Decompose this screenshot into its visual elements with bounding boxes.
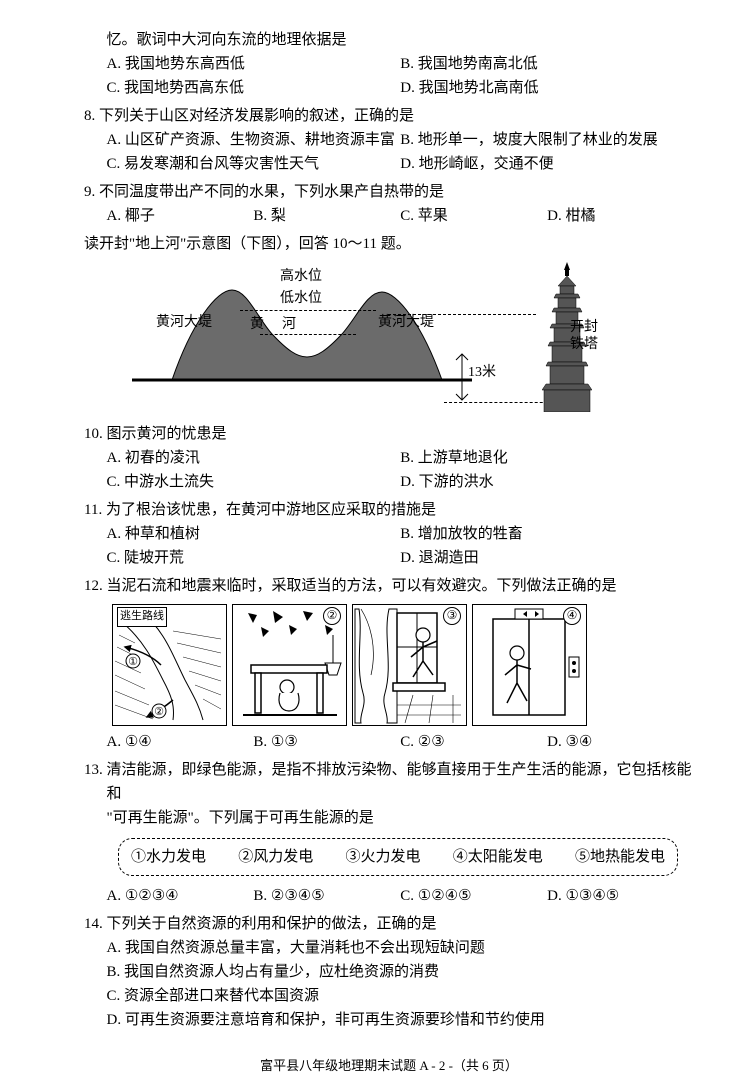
q14-optD: D. 可再生资源要注意培育和保护，非可再生资源要珍惜和节约使用: [84, 1008, 694, 1032]
q11-optA: A. 种草和植树: [107, 522, 401, 546]
q13-optA: A. ①②③④: [107, 884, 254, 908]
q10-optA: A. 初春的凌汛: [107, 446, 401, 470]
q9-optA: A. 椰子: [107, 204, 254, 228]
svg-text:②: ②: [154, 706, 164, 718]
exam-page: 忆。歌词中大河向东流的地理依据是 A. 我国地势东高西低 B. 我国地势南高北低…: [0, 0, 742, 1091]
q12-optA: A. ①④: [107, 730, 254, 754]
q8-optC: C. 易发寒潮和台风等灾害性天气: [107, 152, 401, 176]
label-right-dike: 黄河大堤: [378, 312, 434, 334]
q9-optD: D. 柑橘: [547, 204, 694, 228]
q10-optB: B. 上游草地退化: [400, 446, 694, 470]
instruction-10-11: 读开封"地上河"示意图（下图），回答 10～11 题。: [84, 232, 694, 256]
q13-optD: D. ①③④⑤: [547, 884, 694, 908]
page-footer: 富平县八年级地理期末试题 A - 2 -（共 6 页）: [84, 1056, 694, 1077]
q8-options-row2: C. 易发寒潮和台风等灾害性天气 D. 地形崎岖，交通不便: [84, 152, 694, 176]
panel4-num: ④: [563, 607, 581, 625]
q11-options-row1: A. 种草和植树 B. 增加放牧的牲畜: [84, 522, 694, 546]
q13-optC: C. ①②④⑤: [400, 884, 547, 908]
q7-options-row2: C. 我国地势西高东低 D. 我国地势北高南低: [84, 76, 694, 100]
label-height: 13米: [468, 362, 496, 384]
q7-optA: A. 我国地势东高西低: [107, 52, 401, 76]
q13-optB: B. ②③④⑤: [253, 884, 400, 908]
q10-optD: D. 下游的洪水: [400, 470, 694, 494]
q7-optC: C. 我国地势西高东低: [107, 76, 401, 100]
q14-optB: B. 我国自然资源人均占有量少，应杜绝资源的消费: [84, 960, 694, 984]
q13-box-2: ②风力发电: [238, 845, 313, 869]
panel-4: ④: [472, 604, 587, 726]
label-high-water: 高水位: [280, 266, 322, 288]
q13-options: A. ①②③④ B. ②③④⑤ C. ①②④⑤ D. ①③④⑤: [84, 884, 694, 908]
label-tower: 开封铁塔: [570, 320, 598, 354]
q13-stem1: 13. 清洁能源，即绿色能源，是指不排放污染物、能够直接用于生产生活的能源，它包…: [84, 758, 694, 806]
panel-3: ③: [352, 604, 467, 726]
q14-stem: 14. 下列关于自然资源的利用和保护的做法，正确的是: [84, 912, 694, 936]
q12-optC: C. ②③: [400, 730, 547, 754]
q8-optA: A. 山区矿产资源、生物资源、耕地资源丰富: [107, 128, 401, 152]
q7-optD: D. 我国地势北高南低: [400, 76, 694, 100]
q11-optD: D. 退湖造田: [400, 546, 694, 570]
q12-stem: 12. 当泥石流和地震来临时，采取适当的方法，可以有效避灾。下列做法正确的是: [84, 574, 694, 598]
q7-options-row1: A. 我国地势东高西低 B. 我国地势南高北低: [84, 52, 694, 76]
disaster-panels: 逃生路线: [112, 604, 587, 726]
q11-optB: B. 增加放牧的牲畜: [400, 522, 694, 546]
q13-stem2: "可再生能源"。下列属于可再生能源的是: [84, 806, 694, 830]
q12-optB: B. ①③: [253, 730, 400, 754]
low-water-line: [260, 334, 356, 335]
q10-stem: 10. 图示黄河的忧患是: [84, 422, 694, 446]
q9-options: A. 椰子 B. 梨 C. 苹果 D. 柑橘: [84, 204, 694, 228]
q14-optC: C. 资源全部进口来替代本国资源: [84, 984, 694, 1008]
panel1-tag: 逃生路线: [117, 607, 167, 627]
q11-options-row2: C. 陡坡开荒 D. 退湖造田: [84, 546, 694, 570]
q13-box-5: ⑤地热能发电: [575, 845, 665, 869]
q10-options-row1: A. 初春的凌汛 B. 上游草地退化: [84, 446, 694, 470]
q11-stem: 11. 为了根治该忧患，在黄河中游地区应采取的措施是: [84, 498, 694, 522]
q14-optA: A. 我国自然资源总量丰富，大量消耗也不会出现短缺问题: [84, 936, 694, 960]
hanging-river-figure: 高水位 低水位 黄 河 黄河大堤 黄河大堤 13米: [132, 262, 612, 414]
q12-options: A. ①④ B. ①③ C. ②③ D. ③④: [84, 730, 694, 754]
q7-optB: B. 我国地势南高北低: [400, 52, 694, 76]
q8-optB: B. 地形单一，坡度大限制了林业的发展: [400, 128, 694, 152]
q8-options-row1: A. 山区矿产资源、生物资源、耕地资源丰富 B. 地形单一，坡度大限制了林业的发…: [84, 128, 694, 152]
q13-energy-box: ①水力发电 ②风力发电 ③火力发电 ④太阳能发电 ⑤地热能发电: [118, 838, 678, 876]
q13-box-3: ③火力发电: [345, 845, 420, 869]
panel3-num: ③: [443, 607, 461, 625]
panel-2: ②: [232, 604, 347, 726]
svg-text:①: ①: [128, 656, 138, 668]
q9-optB: B. 梨: [253, 204, 400, 228]
panel-1: 逃生路线: [112, 604, 227, 726]
label-low-water: 低水位: [280, 288, 322, 310]
label-left-dike: 黄河大堤: [156, 312, 212, 334]
q9-optC: C. 苹果: [400, 204, 547, 228]
q7-stem-cont: 忆。歌词中大河向东流的地理依据是: [84, 28, 694, 52]
q13-box-4: ④太阳能发电: [453, 845, 543, 869]
panel2-num: ②: [323, 607, 341, 625]
high-water-line: [240, 310, 376, 311]
q9-stem: 9. 不同温度带出产不同的水果，下列水果产自热带的是: [84, 180, 694, 204]
q12-optD: D. ③④: [547, 730, 694, 754]
dashed-top-ext: [388, 314, 536, 315]
q10-options-row2: C. 中游水土流失 D. 下游的洪水: [84, 470, 694, 494]
q10-optC: C. 中游水土流失: [107, 470, 401, 494]
q11-optC: C. 陡坡开荒: [107, 546, 401, 570]
q13-box-1: ①水力发电: [131, 845, 206, 869]
q8-stem: 8. 下列关于山区对经济发展影响的叙述，正确的是: [84, 104, 694, 128]
q8-optD: D. 地形崎岖，交通不便: [400, 152, 694, 176]
